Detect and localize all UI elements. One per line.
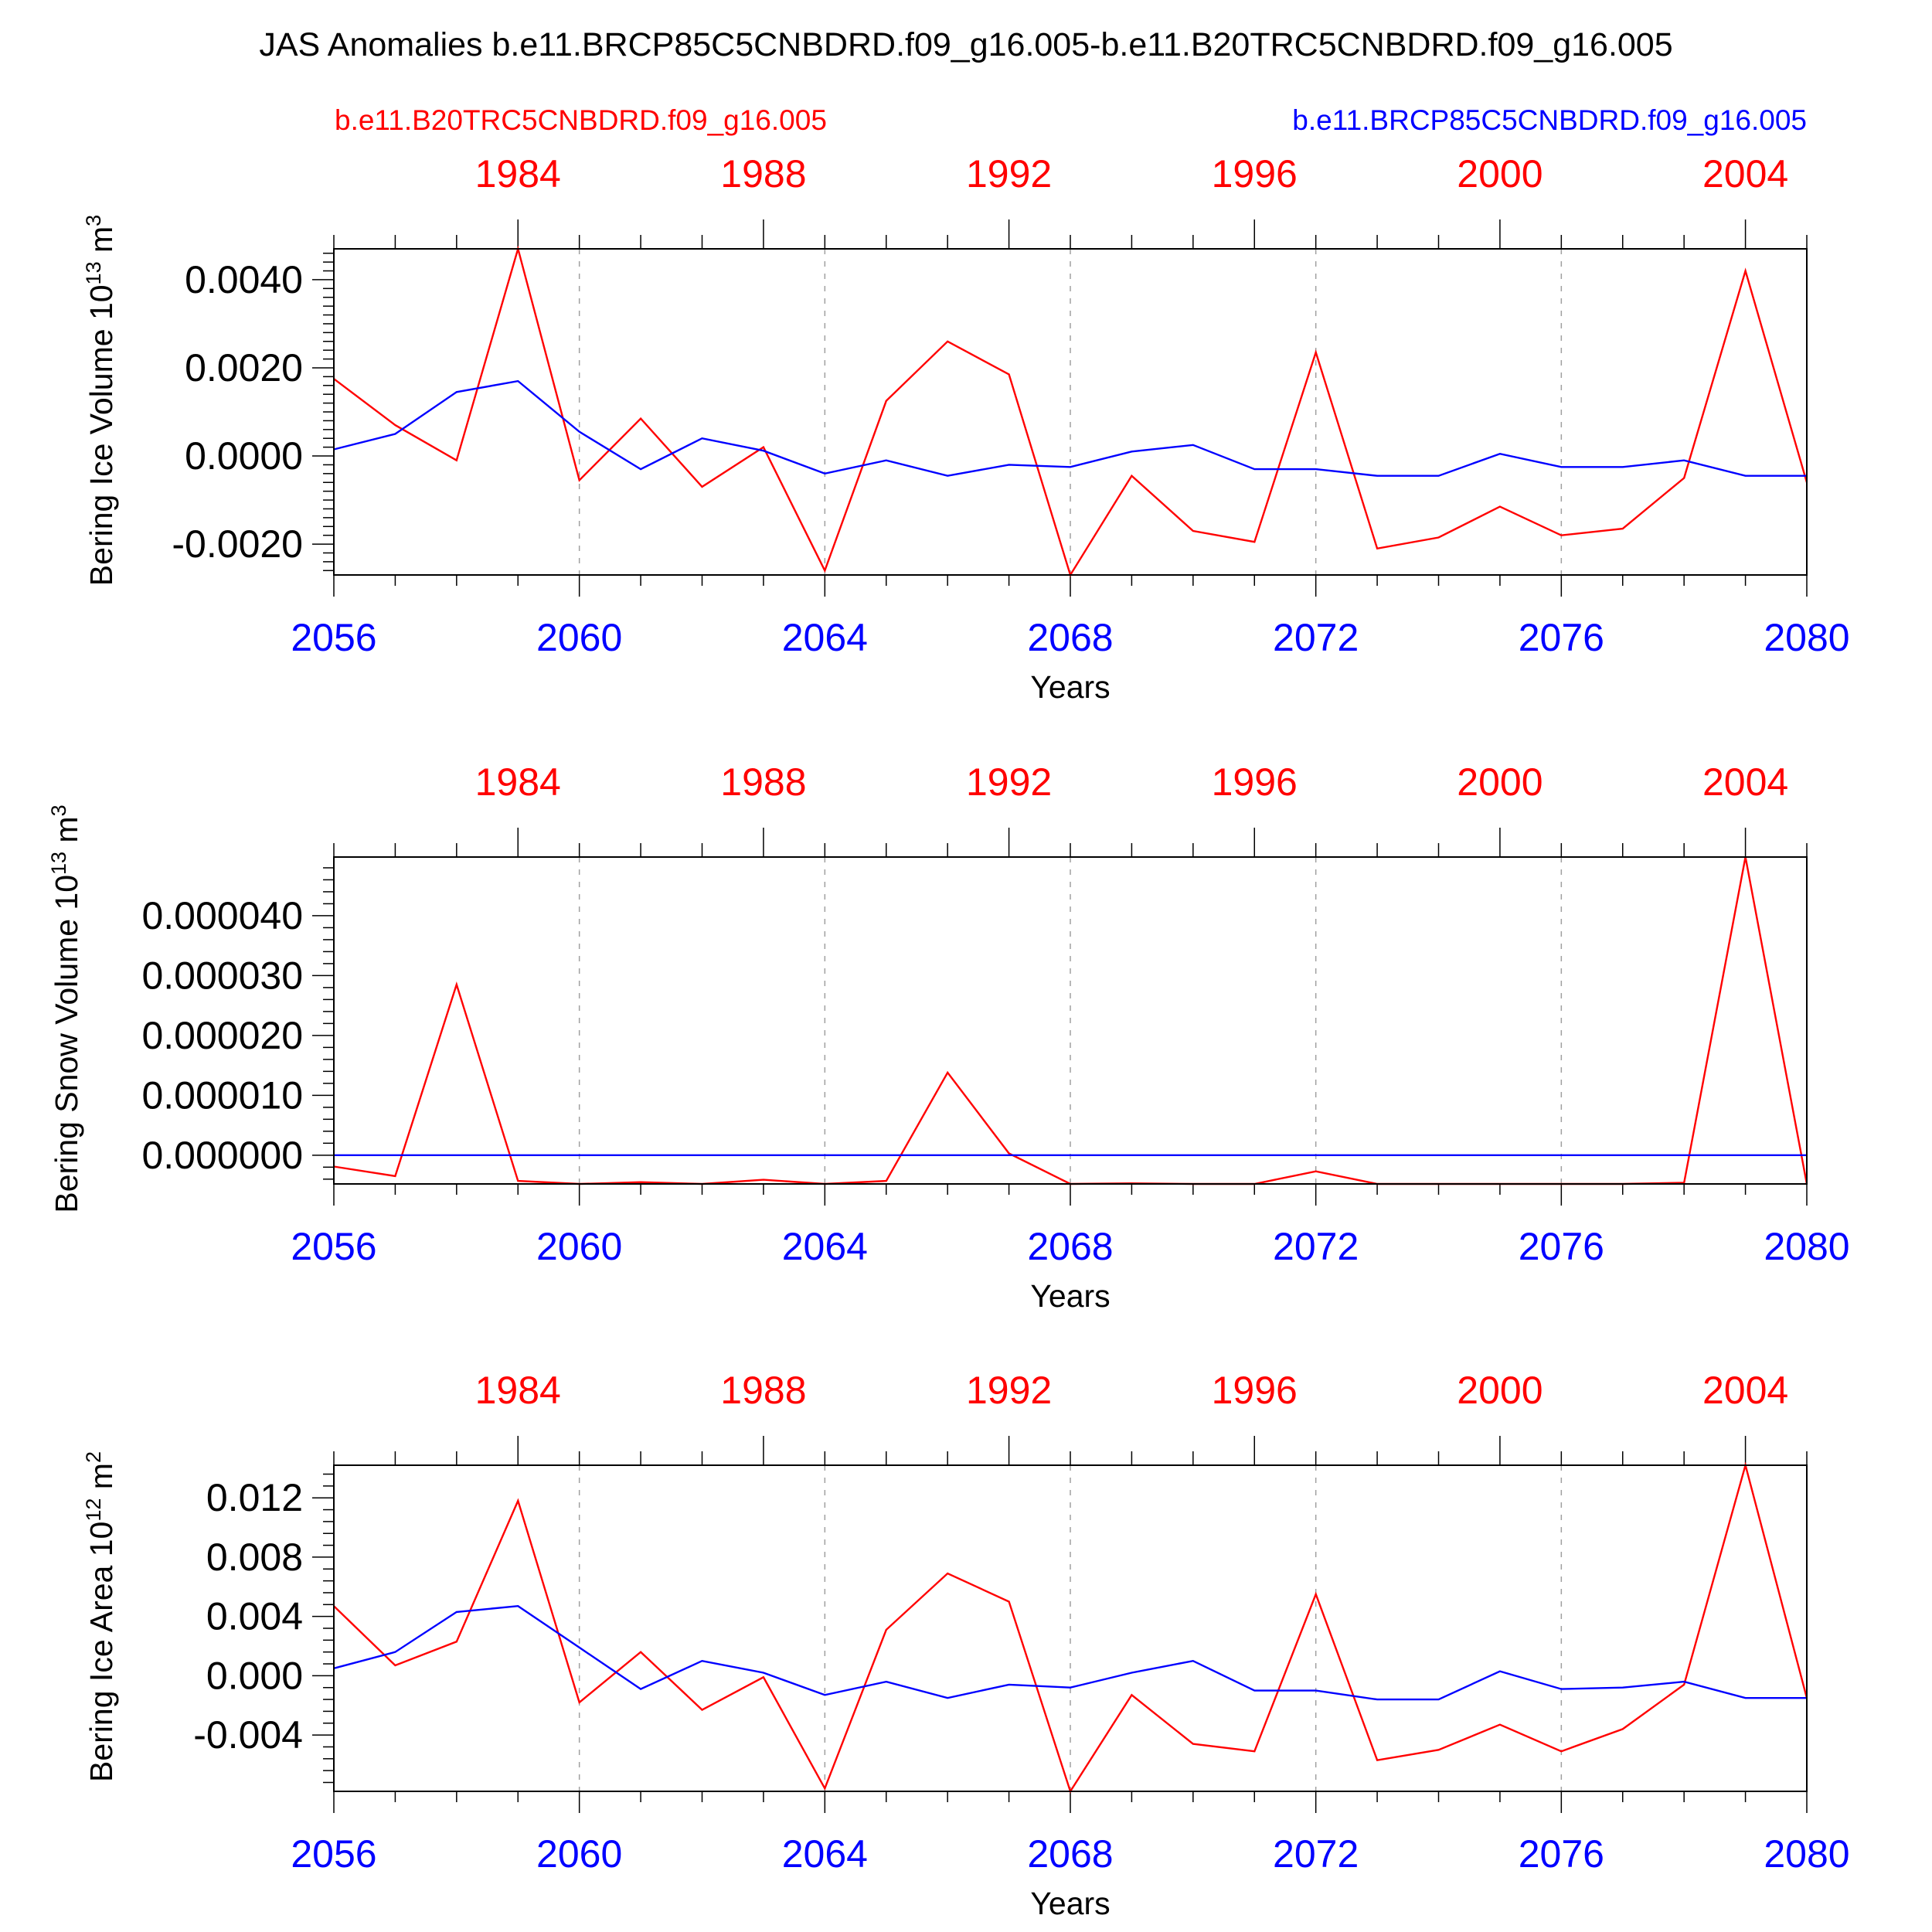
series-line-rcp85	[333, 1604, 1807, 1701]
legend-rcp85: b.e11.BRCP85C5CNBDRD.f09_g16.005	[1292, 104, 1807, 136]
top-tick-label: 1992	[966, 760, 1052, 804]
x-tick-label: 2080	[1764, 616, 1849, 659]
top-tick-label: 2004	[1702, 760, 1788, 804]
panel-2: 2056 2060 2064 2068 2072 2076 2080 Years 1984 198…	[47, 760, 1850, 1314]
y-axis-label-text: Bering Ice Volume 10	[83, 284, 119, 586]
top-tick-label: 2000	[1457, 152, 1543, 196]
x-tick-label: 2068	[1027, 1832, 1113, 1876]
top-tick-label: 1984	[475, 760, 561, 804]
y-axis-label-unit-exponent: 2	[82, 1451, 105, 1463]
y-tick-label: 0.000	[206, 1654, 303, 1697]
top-tick-label: 1996	[1212, 760, 1298, 804]
y-tick-label: -0.004	[193, 1713, 303, 1757]
x-tick-label: 2076	[1519, 1832, 1604, 1876]
y-axis-label-unit-exponent: 3	[82, 215, 105, 226]
y-axis-label-unit: m	[83, 226, 119, 262]
top-tick-label: 1996	[1212, 1369, 1298, 1412]
x-tick-label: 2068	[1027, 1225, 1113, 1268]
x-axis-label: Years	[1030, 669, 1110, 705]
y-axis-label-unit-exponent: 3	[47, 804, 70, 816]
y-tick-label: 0.000030	[141, 954, 303, 997]
plot-frame	[333, 856, 1808, 1185]
x-tick-label: 2064	[782, 616, 868, 659]
top-tick-label: 1992	[966, 1369, 1052, 1412]
y-tick-label: -0.0020	[172, 522, 303, 566]
y-tick-label: 0.0000	[185, 434, 303, 478]
y-axis-label-text: Bering Snow Volume 10	[49, 875, 84, 1213]
y-axis-label-unit: m	[49, 816, 84, 852]
y-tick-label: 0.000010	[141, 1073, 303, 1117]
top-tick-label: 1988	[720, 1369, 806, 1412]
legend-historical: b.e11.B20TRC5CNBDRD.f09_g16.005	[335, 104, 827, 136]
x-tick-label: 2072	[1273, 616, 1359, 659]
figure-title: JAS Anomalies b.e11.BRCP85C5CNBDRD.f09_g…	[259, 26, 1672, 63]
x-tick-label: 2056	[291, 1225, 376, 1268]
top-tick-label: 2000	[1457, 760, 1543, 804]
top-tick-label: 1984	[475, 152, 561, 196]
x-tick-label: 2072	[1273, 1225, 1359, 1268]
y-axis-label-exponent: 13	[82, 261, 105, 284]
x-tick-label: 2060	[536, 1832, 622, 1876]
y-tick-label: 0.012	[206, 1476, 303, 1519]
plot-frame	[333, 248, 1808, 576]
x-axis-label: Years	[1030, 1278, 1110, 1314]
x-tick-label: 2072	[1273, 1832, 1359, 1876]
y-tick-label: 0.0020	[185, 346, 303, 389]
x-tick-label: 2060	[536, 1225, 622, 1268]
panel-3: 2056 2060 2064 2068 2072 2076 2080 Years 1984 198…	[82, 1369, 1850, 1921]
top-tick-label: 1988	[720, 760, 806, 804]
top-tick-label: 2004	[1702, 1369, 1788, 1412]
y-tick-label: 0.0040	[185, 258, 303, 301]
x-tick-label: 2060	[536, 616, 622, 659]
plot-frame	[333, 1464, 1808, 1792]
y-axis-label-exponent: 12	[82, 1498, 105, 1522]
x-tick-label: 2064	[782, 1832, 868, 1876]
top-tick-label: 1988	[720, 152, 806, 196]
x-tick-label: 2080	[1764, 1832, 1849, 1876]
y-axis-label-text: Bering Ice Area 10	[83, 1522, 119, 1782]
series-line-rcp85	[333, 379, 1807, 477]
x-tick-label: 2064	[782, 1225, 868, 1268]
top-tick-label: 2004	[1702, 152, 1788, 196]
y-tick-label: 0.004	[206, 1595, 303, 1638]
y-tick-label: 0.000000	[141, 1134, 303, 1177]
y-tick-label: 0.000020	[141, 1014, 303, 1057]
x-tick-label: 2080	[1764, 1225, 1849, 1268]
x-tick-label: 2076	[1519, 616, 1604, 659]
top-tick-label: 1984	[475, 1369, 561, 1412]
x-tick-label: 2076	[1519, 1225, 1604, 1268]
panels: 2056 2060 2064 2068 2072 2076 2080 Years 1984 198…	[47, 152, 1850, 1921]
y-axis-label-exponent: 13	[47, 852, 70, 875]
y-tick-label: 0.008	[206, 1536, 303, 1579]
x-tick-label: 2056	[291, 1832, 376, 1876]
x-axis-label: Years	[1030, 1886, 1110, 1921]
y-axis-label: Bering Snow Volume 1013 m3	[47, 804, 84, 1213]
top-tick-label: 1996	[1212, 152, 1298, 196]
y-axis-label-unit: m	[83, 1463, 119, 1498]
x-tick-label: 2068	[1027, 616, 1113, 659]
top-tick-label: 2000	[1457, 1369, 1543, 1412]
y-axis-label: Bering Ice Volume 1013 m3	[82, 215, 119, 586]
y-axis-label: Bering Ice Area 1012 m2	[82, 1451, 119, 1782]
panel-1: 2056 2060 2064 2068 2072 2076 2080 Years 1984 198…	[82, 152, 1850, 705]
top-tick-label: 1992	[966, 152, 1052, 196]
y-tick-label: 0.000040	[141, 894, 303, 937]
x-tick-label: 2056	[291, 616, 376, 659]
